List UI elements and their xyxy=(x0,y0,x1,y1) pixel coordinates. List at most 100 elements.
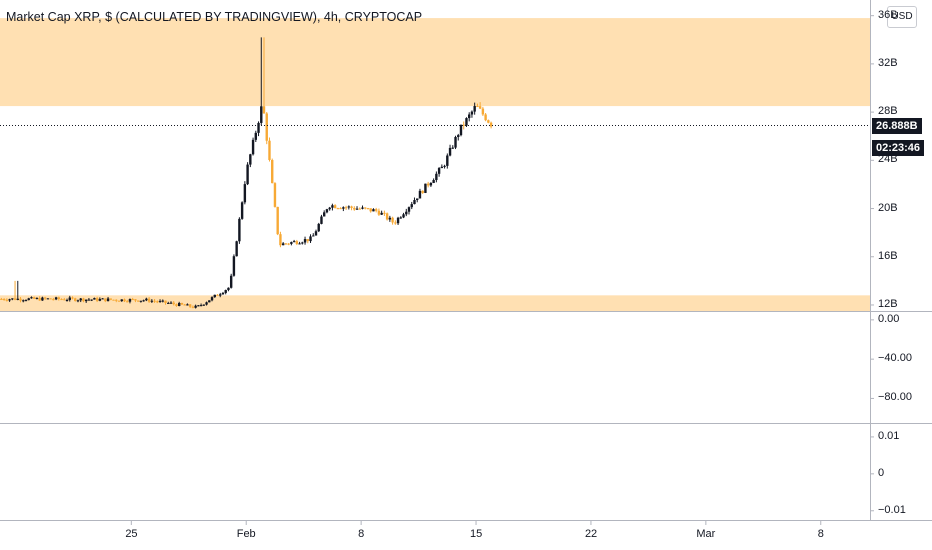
candle xyxy=(290,241,293,246)
currency-button[interactable]: USD xyxy=(887,6,917,28)
candle xyxy=(295,239,299,246)
candle xyxy=(120,299,123,302)
candle xyxy=(158,299,162,303)
candle xyxy=(407,206,411,215)
candle xyxy=(93,297,96,300)
candle xyxy=(60,298,63,301)
candle-body xyxy=(459,124,463,136)
candle-body xyxy=(136,300,140,302)
candle xyxy=(16,280,19,301)
candle xyxy=(276,206,279,236)
candle-body xyxy=(265,113,268,141)
candle xyxy=(347,205,351,210)
candle-body xyxy=(377,210,381,215)
candle-body xyxy=(451,147,454,149)
candle-body xyxy=(344,207,348,209)
x-tick-label: 8 xyxy=(817,528,824,540)
candle-body xyxy=(22,300,25,302)
candle-body xyxy=(287,243,290,245)
y-tick-label: −40.00 xyxy=(878,352,912,365)
candle-body xyxy=(2,298,6,300)
candle xyxy=(470,110,474,118)
candle-body xyxy=(418,190,422,199)
candle xyxy=(27,297,30,301)
candle-body xyxy=(342,207,345,209)
candle xyxy=(197,305,200,307)
candle-body xyxy=(104,298,107,302)
candle-body xyxy=(101,298,104,300)
candle xyxy=(180,302,184,305)
candle-body xyxy=(462,124,465,126)
candle xyxy=(342,206,345,212)
candle-body xyxy=(112,299,115,301)
candle-body xyxy=(448,147,452,156)
candle-body xyxy=(257,122,260,133)
candle xyxy=(481,106,485,116)
candle xyxy=(281,242,285,246)
candle xyxy=(271,158,274,184)
candle xyxy=(219,292,222,298)
chart-title: Market Cap XRP, $ (CALCULATED BY TRADING… xyxy=(6,10,423,24)
candle xyxy=(128,298,132,304)
candle-body xyxy=(27,298,30,301)
candle xyxy=(418,188,422,199)
y-tick-label: 0 xyxy=(878,466,885,479)
candle-body xyxy=(95,298,99,301)
y-tick-label: −0.01 xyxy=(878,503,906,516)
candle xyxy=(161,299,164,303)
candle-body xyxy=(235,241,238,257)
candle-body xyxy=(467,114,471,119)
candle-body xyxy=(443,165,446,167)
candle xyxy=(131,297,134,301)
y-tick-label: 16B xyxy=(878,249,898,262)
candle xyxy=(41,296,44,301)
candle xyxy=(333,204,337,209)
candle xyxy=(339,207,342,210)
candle-body xyxy=(424,183,427,193)
candle xyxy=(224,289,227,295)
candle xyxy=(188,303,192,308)
y-tick-label: 24B xyxy=(878,153,898,166)
candle xyxy=(328,206,331,211)
candle-body xyxy=(325,209,329,213)
candle-body xyxy=(145,298,148,301)
candle-body xyxy=(322,212,326,217)
candle xyxy=(487,119,490,124)
candle xyxy=(82,297,85,303)
candle-body xyxy=(339,208,342,210)
candle xyxy=(213,294,216,298)
candle xyxy=(221,291,225,295)
candle xyxy=(467,112,471,122)
candle xyxy=(451,145,454,150)
candle-body xyxy=(57,297,61,300)
candle-body xyxy=(421,190,424,193)
candle xyxy=(49,298,52,300)
candle-body xyxy=(5,299,9,301)
candle xyxy=(84,299,88,303)
candle xyxy=(344,205,348,210)
candle-body xyxy=(123,299,126,302)
candle xyxy=(358,207,361,210)
candle xyxy=(115,299,118,303)
candle xyxy=(303,236,307,245)
candle-body xyxy=(429,182,433,186)
candle-body xyxy=(41,297,44,301)
y-tick-label: 12B xyxy=(878,297,898,310)
candle xyxy=(175,303,178,307)
candle-body xyxy=(232,256,236,276)
candle-body xyxy=(298,243,301,245)
candle-body xyxy=(84,299,88,302)
candle-body xyxy=(279,234,282,246)
candle-body xyxy=(205,302,208,305)
candle-body xyxy=(197,305,200,307)
candle-body xyxy=(290,242,293,244)
candle xyxy=(364,207,367,210)
candle-body xyxy=(106,298,110,302)
candle xyxy=(229,273,233,289)
candle xyxy=(30,296,33,299)
candle xyxy=(249,153,252,168)
candle-body xyxy=(355,208,359,210)
candle-body xyxy=(24,300,28,302)
candle xyxy=(372,208,375,212)
